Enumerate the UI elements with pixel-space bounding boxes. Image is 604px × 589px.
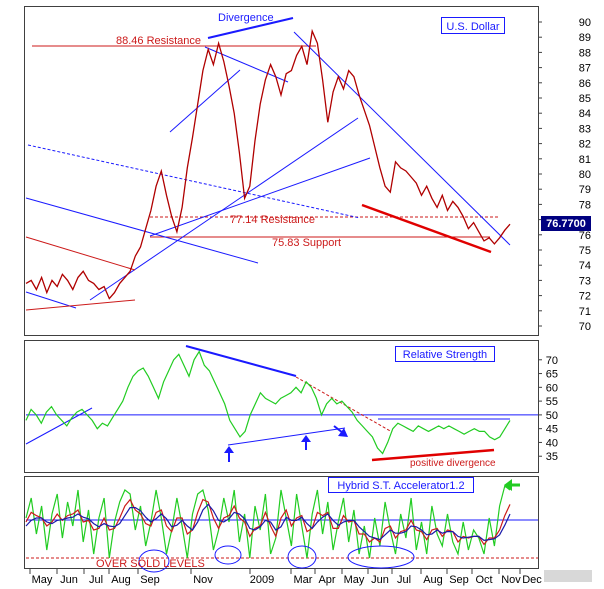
x-tick-label: Apr bbox=[318, 574, 335, 586]
price-tick-label: 85 bbox=[579, 93, 591, 105]
x-tick-label: Aug bbox=[423, 574, 443, 586]
price-series-line bbox=[25, 28, 511, 300]
uptrend-line-mid bbox=[149, 157, 371, 237]
rsi-tick-label: 55 bbox=[546, 396, 558, 408]
price-panel-frame bbox=[24, 6, 539, 336]
red-channel-line bbox=[25, 236, 136, 271]
x-tick-label: Aug bbox=[111, 574, 131, 586]
price-tick-label: 83 bbox=[579, 123, 591, 135]
rsi-tick-label: 35 bbox=[546, 451, 558, 463]
oversold-circles bbox=[138, 545, 415, 573]
price-trendlines bbox=[25, 17, 511, 311]
x-tick-label: May bbox=[344, 574, 365, 586]
price-tick-label: 72 bbox=[579, 291, 591, 303]
price-title: U.S. Dollar bbox=[446, 21, 500, 33]
up-arrow-icon bbox=[224, 446, 234, 462]
channel-line-left bbox=[25, 197, 259, 264]
x-tick-label: 2009 bbox=[250, 574, 274, 586]
rsi-tick-label: 45 bbox=[546, 424, 558, 436]
stoch-panel-frame bbox=[24, 476, 539, 569]
rsi-title: Relative Strength bbox=[403, 349, 487, 361]
x-tick-label: Dec bbox=[522, 574, 542, 586]
rsi-title-box bbox=[395, 346, 495, 362]
oversold-circle bbox=[287, 545, 317, 569]
annotation-positive-divergence: positive divergence bbox=[410, 458, 496, 469]
price-tick-label: 81 bbox=[579, 154, 591, 166]
x-tick-label: Jun bbox=[371, 574, 389, 586]
stoch-title-box bbox=[328, 477, 474, 493]
accelerator-blue-line bbox=[25, 503, 511, 542]
rsi-tick-label: 60 bbox=[546, 382, 558, 394]
oversold-circle bbox=[214, 545, 242, 565]
price-tick-label: 84 bbox=[579, 108, 591, 120]
down-right-arrow-icon bbox=[333, 425, 348, 437]
x-tick-label: Nov bbox=[193, 574, 213, 586]
rsi-tick-label: 70 bbox=[546, 355, 558, 367]
price-tick-label: 74 bbox=[579, 260, 591, 272]
accelerator-green-line bbox=[25, 484, 511, 559]
price-title-box bbox=[441, 17, 505, 34]
price-tick-label: 79 bbox=[579, 184, 591, 196]
x-tick-label: Sep bbox=[140, 574, 160, 586]
x-tick-label: May bbox=[32, 574, 53, 586]
annotation-divergence: Divergence bbox=[218, 12, 274, 24]
rsi-falling-line bbox=[185, 345, 297, 377]
falling-support-line bbox=[361, 203, 492, 254]
price-tick-label: 88 bbox=[579, 47, 591, 59]
price-tick-label: 82 bbox=[579, 139, 591, 151]
x-tick-label: Nov bbox=[501, 574, 521, 586]
rsi-rising-line bbox=[227, 427, 346, 446]
x-tick-label: Jun bbox=[60, 574, 78, 586]
rsi-left-up-line bbox=[25, 407, 93, 445]
rsi-series-line bbox=[25, 350, 511, 455]
price-tick-label: 86 bbox=[579, 78, 591, 90]
price-tick-label: 73 bbox=[579, 275, 591, 287]
price-tick-label: 78 bbox=[579, 199, 591, 211]
rsi-positive-divergence-line bbox=[371, 448, 495, 462]
price-tick-label: 87 bbox=[579, 63, 591, 75]
oversold-circle bbox=[138, 549, 170, 573]
last-price-badge bbox=[541, 216, 591, 231]
stoch-title: Hybrid S.T. Accelerator1.2 bbox=[337, 480, 464, 492]
x-axis: May Jun Jul Aug Sep Nov 2009 Mar Apr May Jun Jul Aug… bbox=[29, 569, 542, 586]
annotation-resistance-77: 77.14 Resistance bbox=[230, 214, 315, 226]
price-tick-label: 90 bbox=[579, 17, 591, 29]
rsi-tick-label: 65 bbox=[546, 369, 558, 381]
price-tick-label: 70 bbox=[579, 321, 591, 333]
channel-line-short bbox=[25, 291, 77, 309]
oversold-circle bbox=[347, 545, 415, 569]
scroll-track[interactable] bbox=[544, 570, 592, 582]
annotation-support-75: 75.83 Support bbox=[272, 237, 341, 249]
price-tick-label: 75 bbox=[579, 245, 591, 257]
x-tick-label: Oct bbox=[475, 574, 492, 586]
x-tick-label: Mar bbox=[294, 574, 313, 586]
dotted-channel-line bbox=[27, 144, 361, 219]
annotation-resistance-88: 88.46 Resistance bbox=[116, 35, 201, 47]
price-tick-label: 89 bbox=[579, 32, 591, 44]
x-tick-label: Jul bbox=[89, 574, 103, 586]
rsi-tick-label: 50 bbox=[546, 410, 558, 422]
downtrend-line bbox=[293, 31, 511, 246]
rsi-dashed-line bbox=[295, 376, 393, 433]
price-y-axis: 7071727374757677787980818283848586878889… bbox=[538, 17, 591, 333]
price-tick-label: 80 bbox=[579, 169, 591, 181]
rsi-panel-frame bbox=[24, 340, 539, 473]
rsi-tick-label: 40 bbox=[546, 437, 558, 449]
divergence-line bbox=[207, 17, 294, 39]
x-tick-label: Jul bbox=[397, 574, 411, 586]
up-arrow-icon bbox=[301, 435, 311, 450]
rsi-trendlines bbox=[25, 345, 510, 462]
x-tick-label: Sep bbox=[449, 574, 469, 586]
price-tick-label: 76 bbox=[579, 230, 591, 242]
channel-up-short-2 bbox=[204, 46, 289, 83]
left-arrow-icon bbox=[504, 479, 520, 491]
rsi-up-arrows bbox=[224, 425, 348, 462]
price-tick-label: 71 bbox=[579, 306, 591, 318]
oversold-levels-label: OVER SOLD LEVELS bbox=[96, 558, 205, 570]
last-price-value: 76.7700 bbox=[546, 218, 586, 230]
channel-up-short bbox=[169, 69, 241, 133]
red-base-line bbox=[25, 299, 136, 311]
